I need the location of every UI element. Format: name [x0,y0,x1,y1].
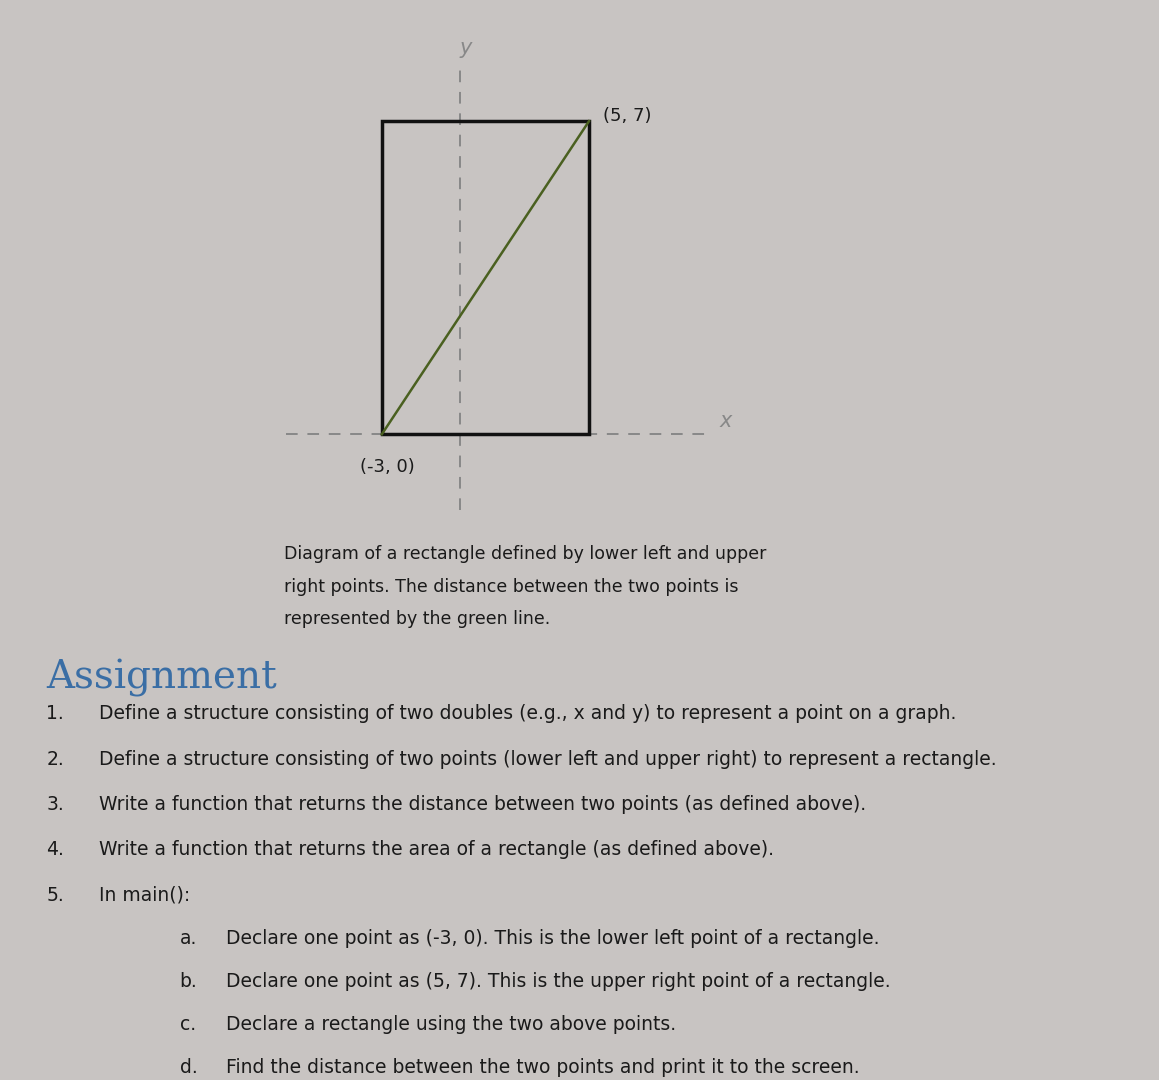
Text: b.: b. [180,972,197,991]
Text: Write a function that returns the area of a rectangle (as defined above).: Write a function that returns the area o… [99,840,773,860]
Text: Define a structure consisting of two points (lower left and upper right) to repr: Define a structure consisting of two poi… [99,750,996,769]
Text: a.: a. [180,929,197,948]
Text: 3.: 3. [46,795,64,814]
Text: Assignment: Assignment [46,659,277,697]
Text: Write a function that returns the distance between two points (as defined above): Write a function that returns the distan… [99,795,866,814]
Text: x: x [720,411,731,431]
Text: Diagram of a rectangle defined by lower left and upper: Diagram of a rectangle defined by lower … [284,545,766,564]
Text: 5.: 5. [46,886,64,905]
Text: Declare one point as (5, 7). This is the upper right point of a rectangle.: Declare one point as (5, 7). This is the… [226,972,890,991]
Text: d.: d. [180,1058,197,1078]
Text: Declare a rectangle using the two above points.: Declare a rectangle using the two above … [226,1015,676,1035]
Bar [381,121,589,434]
Text: c.: c. [180,1015,196,1035]
Text: y: y [459,38,472,57]
Text: (5, 7): (5, 7) [603,107,651,124]
Text: Declare one point as (-3, 0). This is the lower left point of a rectangle.: Declare one point as (-3, 0). This is th… [226,929,880,948]
Text: Define a structure consisting of two doubles (e.g., x and y) to represent a poin: Define a structure consisting of two dou… [99,704,956,724]
Text: (-3, 0): (-3, 0) [360,458,415,476]
Text: 2.: 2. [46,750,64,769]
Text: represented by the green line.: represented by the green line. [284,610,551,629]
Text: right points. The distance between the two points is: right points. The distance between the t… [284,578,738,596]
Text: In main():: In main(): [99,886,190,905]
Text: 4.: 4. [46,840,64,860]
Text: 1.: 1. [46,704,64,724]
Text: Find the distance between the two points and print it to the screen.: Find the distance between the two points… [226,1058,860,1078]
